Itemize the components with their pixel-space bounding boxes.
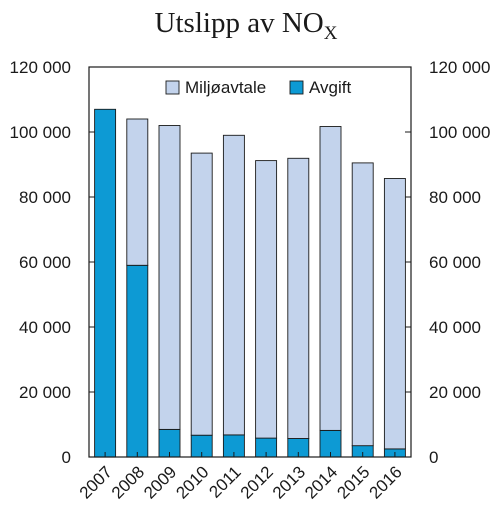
- y-tick-label-left-80000: 80 000: [19, 188, 71, 207]
- legend-swatch-miljøavtale: [165, 80, 180, 95]
- x-tick-label-2013: 2013: [269, 462, 309, 502]
- bar-avgift-2007: [94, 108, 117, 458]
- chart-title: Utslipp av NOX: [155, 7, 338, 44]
- y-tick-label-right-0: 0: [429, 448, 438, 467]
- legend-label-miljøavtale: Miljøavtale: [185, 78, 266, 97]
- y-tick-label-right-120000: 120 000: [429, 58, 490, 77]
- x-tick-label-2014: 2014: [301, 462, 341, 502]
- x-tick-label-2015: 2015: [333, 462, 373, 502]
- y-tick-label-left-40000: 40 000: [19, 318, 71, 337]
- x-tick-label-2010: 2010: [172, 462, 212, 502]
- plot-area: 0 0 20 000 20 000 40 000 40 000 60 000 60 000 80…: [10, 58, 491, 467]
- bar-miljøavtale-2009: [158, 125, 181, 430]
- bar-miljøavtale-2014: [319, 126, 342, 431]
- y-tick-label-left-100000: 100 000: [10, 123, 71, 142]
- x-tick-label-2011: 2011: [205, 462, 244, 501]
- x-tick-label-2007: 2007: [76, 462, 116, 502]
- bar-miljøavtale-2013: [287, 157, 310, 439]
- y-tick-label-right-40000: 40 000: [429, 318, 481, 337]
- chart-title-main: Utslipp av NO: [155, 7, 324, 39]
- x-tick-label-2016: 2016: [366, 462, 406, 502]
- bar-miljøavtale-2011: [222, 134, 245, 436]
- y-tick-label-left-20000: 20 000: [19, 383, 71, 402]
- bar-miljøavtale-2008: [126, 118, 149, 266]
- y-tick-label-right-80000: 80 000: [429, 188, 481, 207]
- x-tick-label-2012: 2012: [237, 462, 277, 502]
- x-tick-label-2008: 2008: [108, 462, 148, 502]
- legend-label-avgift: Avgift: [309, 78, 351, 97]
- y-tick-label-left-0: 0: [62, 448, 71, 467]
- bar-miljøavtale-2010: [190, 152, 213, 436]
- bar-miljøavtale-2016: [383, 178, 406, 450]
- legend-swatch-avgift: [289, 80, 304, 95]
- y-tick-label-right-60000: 60 000: [429, 253, 481, 272]
- bar-avgift-2008: [126, 264, 149, 458]
- bar-miljøavtale-2015: [351, 162, 374, 447]
- y-tick-label-right-20000: 20 000: [429, 383, 481, 402]
- y-tick-label-left-60000: 60 000: [19, 253, 71, 272]
- y-tick-label-left-120000: 120 000: [10, 58, 71, 77]
- bar-miljøavtale-2012: [255, 160, 278, 439]
- chart-title-subscript: X: [324, 23, 338, 44]
- y-tick-label-right-100000: 100 000: [429, 123, 490, 142]
- x-tick-label-2009: 2009: [140, 462, 180, 502]
- legend: Miljøavtale Avgift: [165, 78, 351, 97]
